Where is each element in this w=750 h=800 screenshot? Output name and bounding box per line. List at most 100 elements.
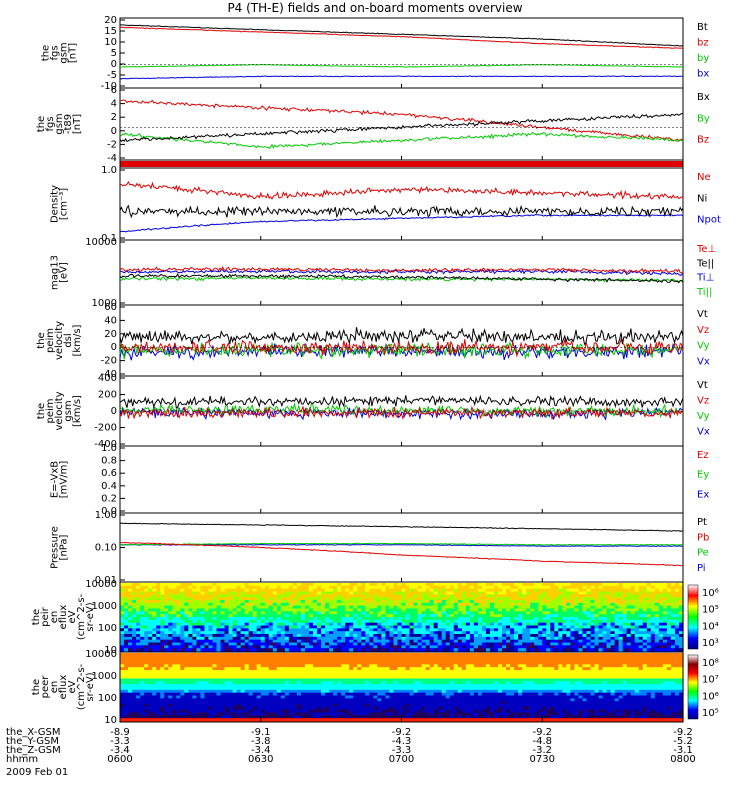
y-axis-label: eV	[67, 680, 78, 693]
y-tick-label: 1.0	[101, 443, 117, 454]
y-tick-label: 10	[104, 715, 117, 726]
y-axis-label: [nT]	[72, 114, 83, 134]
y-tick-label: -40	[101, 369, 117, 380]
legend-entry: Npot	[697, 215, 721, 226]
y-axis-label: velocity	[54, 391, 65, 430]
x-axis-row-label: the_X-GSM	[6, 727, 60, 738]
y-axis-label: eV	[67, 610, 78, 623]
y-axis-label: the	[36, 116, 47, 132]
y-axis-label: the	[36, 403, 47, 419]
legend-entry: Ni	[697, 193, 707, 204]
x-axis-value: -3.3	[392, 745, 412, 756]
y-axis-label: E=-VxB	[50, 461, 61, 498]
y-tick-label: 20	[104, 15, 117, 26]
legend-entry: Vy	[697, 411, 710, 422]
y-tick-label: 10	[104, 645, 117, 656]
panel-frame	[119, 87, 684, 161]
legend-entry: Pe	[697, 548, 709, 559]
y-tick-label: 40	[104, 315, 117, 326]
x-axis-value: -3.4	[110, 745, 130, 756]
series-bx-line	[119, 112, 684, 143]
series-ti-line	[119, 275, 684, 283]
y-axis-label: [mV/m]	[59, 461, 70, 499]
series-by-line	[119, 131, 683, 150]
y-tick-label: 0.8	[101, 456, 117, 467]
panel-frame	[119, 304, 684, 377]
y-axis-label: en	[49, 611, 60, 624]
series-ne-line	[119, 180, 684, 200]
legend-entry: Ez	[697, 450, 709, 461]
y-tick-label: -400	[94, 439, 117, 450]
y-axis-label: gsm	[63, 400, 74, 421]
series-pt-line	[120, 522, 683, 532]
colorbar-label: 10⁷	[702, 675, 719, 686]
colorbar-label: 10⁶	[702, 588, 719, 599]
legend-entry: Pb	[697, 532, 709, 543]
panel-frame	[119, 167, 684, 241]
legend-entry: Vx	[697, 427, 710, 438]
legend-entry: Ex	[697, 489, 709, 500]
peer-spectrogram	[120, 653, 684, 722]
legend-entry: Ti⊥	[696, 273, 714, 284]
legend-entry: By	[697, 113, 710, 124]
legend-entry: Vy	[697, 341, 710, 352]
y-axis-label: the	[31, 609, 42, 625]
x-axis-value: 0630	[248, 754, 273, 765]
y-tick-label: -10	[101, 81, 117, 92]
y-axis-label: [cm⁻³]	[59, 188, 70, 220]
y-tick-label: 1000	[92, 298, 117, 309]
colorbar-label: 10⁵	[702, 708, 719, 719]
series-vz-line	[119, 405, 684, 421]
series-bt-line	[119, 24, 684, 47]
y-axis-label: sr-eV)	[85, 672, 96, 701]
colorbar-label: 10⁶	[702, 691, 719, 702]
y-axis-label: Density	[50, 185, 61, 223]
x-axis-value: -8.9	[110, 727, 130, 738]
series-vz-line	[119, 337, 684, 358]
legend-entry: Te⊥	[696, 244, 716, 255]
y-axis-label: fgs	[45, 116, 56, 131]
x-axis-value: 0800	[670, 754, 695, 765]
legend-entry: Vz	[697, 325, 709, 336]
y-axis-label: the	[36, 332, 47, 348]
y-tick-label: 60	[104, 302, 117, 313]
series-vx-line	[119, 342, 684, 361]
y-tick-label: 10000	[85, 579, 117, 590]
y-tick-label: 5	[111, 48, 117, 59]
y-tick-label: 20	[104, 329, 117, 340]
y-axis-label: en	[49, 681, 60, 694]
y-tick-label: 0	[111, 342, 117, 353]
x-axis-value: 0730	[530, 754, 555, 765]
x-axis-row-label: the_Z-GSM	[6, 745, 61, 756]
legend-entry: Bx	[697, 92, 710, 103]
x-axis-value: -3.3	[110, 736, 130, 747]
series-vt-line	[119, 394, 684, 409]
y-tick-label: 0.10	[95, 543, 117, 554]
series-ti-line	[120, 268, 684, 276]
legend-entry: Vt	[697, 309, 708, 320]
y-tick-label: -200	[94, 423, 117, 434]
legend-entry: Bt	[697, 22, 708, 33]
legend-entry: Pt	[697, 517, 707, 528]
colorbar-label: 10³	[702, 638, 719, 649]
x-axis-value: -3.2	[532, 745, 552, 756]
colorbar-label: 10⁵	[702, 605, 719, 616]
panel-frame	[119, 445, 684, 514]
y-axis-label: peir	[40, 606, 51, 626]
y-axis-label: eflux	[58, 605, 69, 630]
y-tick-label: -20	[101, 356, 117, 367]
y-axis-label: gsm	[54, 113, 65, 134]
y-tick-label: 0.01	[95, 575, 117, 586]
y-tick-label: 1000	[92, 601, 117, 612]
y-tick-label: 10000	[85, 649, 117, 660]
y-axis-label: [eV]	[59, 262, 70, 283]
y-tick-label: 100	[98, 693, 117, 704]
colorbar-label: 10⁴	[702, 621, 719, 632]
legend-entry: Te||	[696, 258, 714, 269]
series-npot-line	[119, 213, 684, 233]
series-bx-line	[119, 75, 684, 80]
y-axis-label: peim	[45, 398, 56, 423]
y-axis-label: the	[31, 679, 42, 695]
panel-frame	[119, 512, 684, 583]
y-tick-label: 4	[111, 99, 117, 110]
